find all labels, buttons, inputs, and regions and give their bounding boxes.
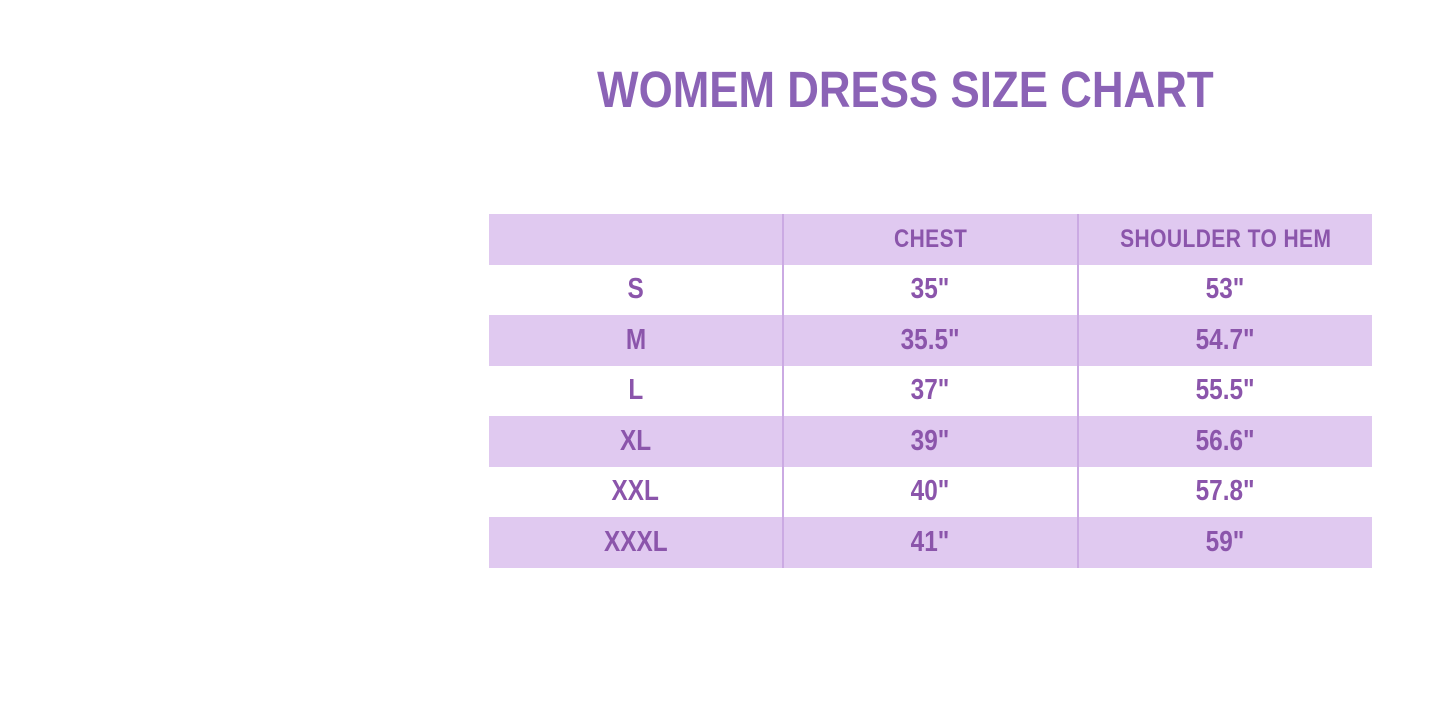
table-row: XL 39" 56.6" xyxy=(489,416,1372,467)
shoulder-to-hem-value-cell: 59" xyxy=(1076,517,1372,568)
size-label-cell: M xyxy=(489,315,783,366)
chest-value-cell: 41" xyxy=(782,517,1078,568)
cell-text: L xyxy=(628,374,644,407)
table-row: M 35.5" 54.7" xyxy=(489,315,1372,366)
cell-text: 39" xyxy=(911,424,950,457)
cell-text: XXXL xyxy=(603,525,668,558)
cell-text: 40" xyxy=(911,475,950,508)
shoulder-to-hem-value-cell: 57.8" xyxy=(1076,466,1372,517)
cell-text: 59" xyxy=(1205,525,1245,558)
cell-text: M xyxy=(625,323,646,356)
table-row: S 35" 53" xyxy=(489,264,1372,316)
column-header-shoulder-to-hem: SHOULDER TO HEM xyxy=(1076,214,1372,265)
size-label-cell: L xyxy=(489,366,783,417)
table-row: L 37" 55.5" xyxy=(489,365,1372,417)
column-header-chest: CHEST xyxy=(782,214,1078,265)
cell-text: 35" xyxy=(911,273,950,306)
size-label-cell: XXL xyxy=(489,467,783,518)
size-table-header: CHEST SHOULDER TO HEM xyxy=(489,214,1372,265)
chest-value-cell: 35.5" xyxy=(782,315,1078,366)
cell-text: 35.5" xyxy=(901,323,960,356)
shoulder-to-hem-value-cell: 53" xyxy=(1076,264,1372,315)
cell-text: XXL xyxy=(611,475,660,508)
chest-value-cell: 37" xyxy=(782,365,1078,416)
chest-value-cell: 39" xyxy=(782,416,1078,467)
size-label-cell: XL xyxy=(489,416,783,467)
table-row: XXXL 41" 59" xyxy=(489,517,1372,568)
header-row: CHEST SHOULDER TO HEM xyxy=(489,214,1372,265)
size-table-body: S 35" 53" M 35.5" 54.7" L 37" 55.5" XL 39" 56.6" XXL… xyxy=(489,264,1372,568)
cell-text: 57.8" xyxy=(1195,475,1255,508)
table-row: XXL 40" 57.8" xyxy=(489,466,1372,518)
size-chart-table: CHEST SHOULDER TO HEM S 35" 53" M 35.5" 54.7"… xyxy=(489,214,1372,568)
cell-text: S xyxy=(627,273,644,306)
cell-text: 55.5" xyxy=(1195,374,1255,407)
cell-text: 56.6" xyxy=(1195,424,1255,457)
shoulder-to-hem-value-cell: 54.7" xyxy=(1076,315,1372,366)
page-title-text: WOMEM DRESS SIZE CHART xyxy=(596,61,1214,118)
chest-value-cell: 40" xyxy=(782,466,1078,517)
cell-text: 54.7" xyxy=(1195,323,1255,356)
chest-value-cell: 35" xyxy=(782,264,1078,315)
cell-text: 37" xyxy=(911,374,950,407)
cell-text: 41" xyxy=(911,525,950,558)
size-label-cell: S xyxy=(489,265,783,316)
column-header-size xyxy=(489,214,783,265)
page-title: WOMEM DRESS SIZE CHART xyxy=(580,64,1230,120)
cell-text: XL xyxy=(620,424,652,457)
shoulder-to-hem-value-cell: 55.5" xyxy=(1076,365,1372,416)
shoulder-to-hem-value-cell: 56.6" xyxy=(1076,416,1372,467)
size-label-cell: XXXL xyxy=(489,517,783,568)
cell-text: 53" xyxy=(1205,273,1245,306)
